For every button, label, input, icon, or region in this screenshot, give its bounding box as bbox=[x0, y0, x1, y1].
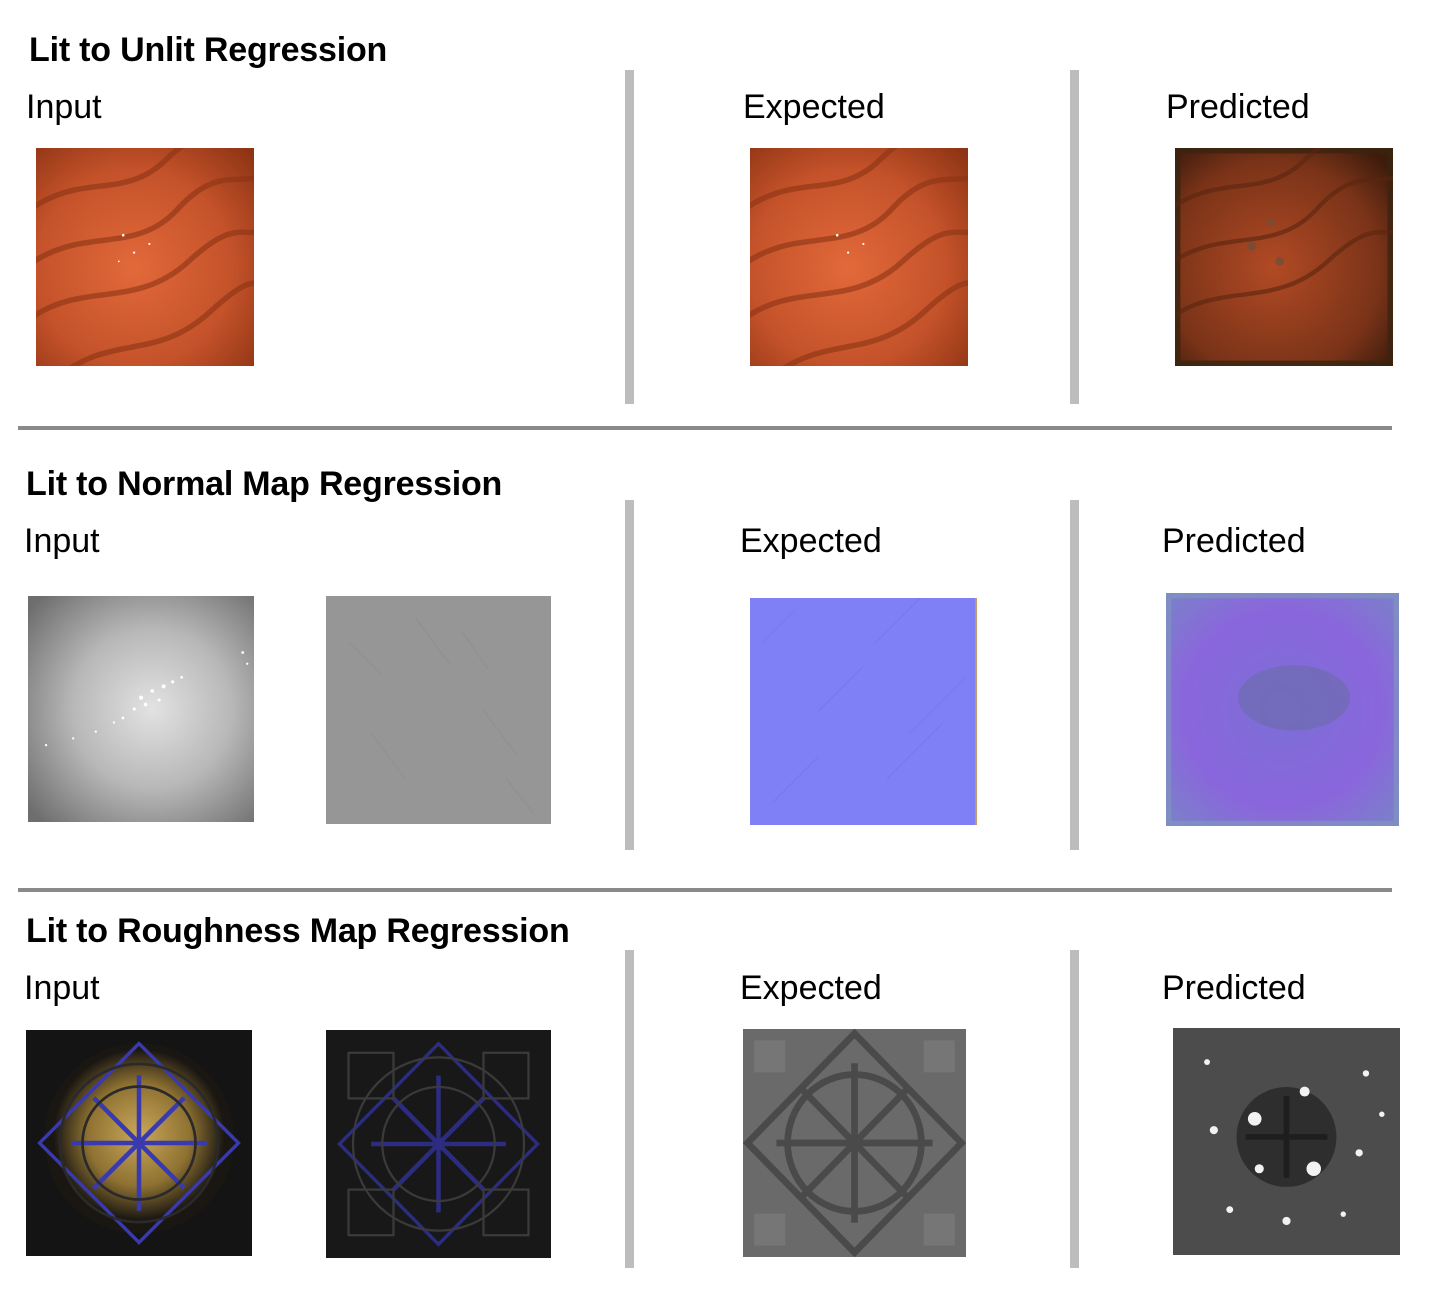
normal-predicted-image bbox=[1166, 593, 1399, 826]
unlit-expected-image bbox=[750, 148, 968, 366]
unlit-predicted-image bbox=[1175, 148, 1393, 366]
normal-input-flat-image bbox=[326, 596, 551, 824]
predicted-label: Predicted bbox=[1162, 522, 1306, 560]
expected-label: Expected bbox=[740, 522, 882, 560]
normal-expected-image bbox=[750, 598, 977, 825]
column-separator bbox=[625, 70, 634, 404]
roughness-predicted-image bbox=[1173, 1028, 1400, 1255]
column-separator bbox=[1070, 500, 1079, 850]
expected-label: Expected bbox=[743, 88, 885, 126]
section-title-normal: Lit to Normal Map Regression bbox=[26, 465, 503, 503]
section-divider bbox=[18, 426, 1392, 430]
section-divider bbox=[18, 888, 1392, 892]
section-title-roughness: Lit to Roughness Map Regression bbox=[26, 912, 570, 950]
normal-input-lit-image bbox=[28, 596, 254, 822]
unlit-input-image bbox=[36, 148, 254, 366]
predicted-label: Predicted bbox=[1166, 88, 1310, 126]
input-label: Input bbox=[24, 522, 100, 560]
column-separator bbox=[1070, 70, 1079, 404]
roughness-input-lit-image bbox=[26, 1030, 252, 1256]
section-title-unlit: Lit to Unlit Regression bbox=[29, 31, 388, 69]
roughness-expected-image bbox=[743, 1029, 966, 1257]
predicted-label: Predicted bbox=[1162, 969, 1306, 1007]
column-separator bbox=[625, 950, 634, 1268]
input-label: Input bbox=[24, 969, 100, 1007]
column-separator bbox=[1070, 950, 1079, 1268]
input-label: Input bbox=[26, 88, 102, 126]
column-separator bbox=[625, 500, 634, 850]
roughness-input-dark-image bbox=[326, 1030, 551, 1258]
expected-label: Expected bbox=[740, 969, 882, 1007]
